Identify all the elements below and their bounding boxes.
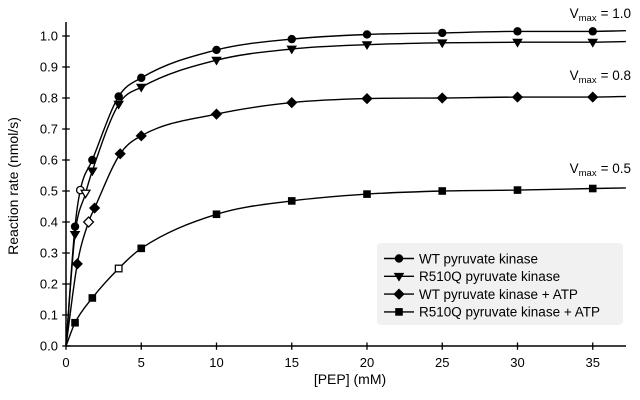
legend-label: R510Q pyruvate kinase <box>419 269 560 284</box>
data-point-marker <box>588 184 597 193</box>
legend-item: WT pyruvate kinase + ATP <box>384 287 578 302</box>
km-open-marker <box>114 264 123 273</box>
y-tick-label: 0.6 <box>40 153 58 168</box>
x-tick-label: 5 <box>138 355 145 370</box>
data-point-marker <box>71 318 79 327</box>
vmax-annotation: Vmax = 0.5 <box>570 161 631 179</box>
legend-label: WT pyruvate kinase + ATP <box>419 287 578 302</box>
data-point-marker <box>287 34 296 44</box>
x-tick-label: 35 <box>586 355 600 370</box>
data-point-marker <box>361 93 373 105</box>
y-tick-label: 0.5 <box>40 184 58 199</box>
x-tick-label: 15 <box>285 355 299 370</box>
data-point-marker <box>88 294 97 302</box>
data-point-marker <box>211 56 222 66</box>
data-point-marker <box>587 38 599 48</box>
data-point-marker <box>212 45 221 55</box>
data-point-marker <box>588 27 597 36</box>
data-point-marker <box>513 27 522 36</box>
data-point-marker <box>513 186 522 194</box>
data-point-marker <box>287 197 296 205</box>
data-point-marker <box>69 231 81 240</box>
diamond-legend-marker-icon <box>393 288 405 300</box>
data-point-marker <box>212 210 221 219</box>
legend-box <box>377 243 623 325</box>
y-tick-label: 0.9 <box>40 60 58 75</box>
y-tick-label: 0.7 <box>40 122 58 137</box>
triangle-down-legend-marker-icon <box>393 272 405 282</box>
x-axis-title: [PEP] (mM) <box>313 371 387 387</box>
x-tick-label: 0 <box>62 355 69 370</box>
data-point-marker <box>587 91 599 103</box>
legend-item: WT pyruvate kinase <box>384 251 538 266</box>
data-point-marker <box>436 92 448 104</box>
x-tick-label: 20 <box>360 355 374 370</box>
y-tick-label: 0.2 <box>40 277 58 292</box>
y-tick-label: 0.4 <box>40 215 58 230</box>
data-point-marker <box>137 244 146 253</box>
data-point-marker <box>512 38 523 48</box>
square-legend-marker-icon <box>395 308 403 316</box>
axes <box>65 22 626 347</box>
data-point-marker <box>114 92 123 101</box>
data-point-marker <box>436 39 448 49</box>
data-point-marker <box>438 28 447 38</box>
legend-item: R510Q pyruvate kinase <box>384 269 560 284</box>
data-point-marker <box>135 130 147 142</box>
km-open-marker <box>82 216 95 228</box>
data-point-marker <box>88 155 97 165</box>
y-tick-label: 0.1 <box>40 308 58 323</box>
data-point-marker <box>87 167 98 177</box>
data-point-marker <box>210 108 223 120</box>
y-tick-label: 0.0 <box>40 339 58 354</box>
data-point-marker <box>137 73 146 83</box>
data-point-marker <box>286 45 298 55</box>
legend-label: WT pyruvate kinase <box>419 251 538 266</box>
data-point-marker <box>71 258 83 270</box>
circle-legend-marker-icon <box>394 254 404 263</box>
legend-label: R510Q pyruvate kinase + ATP <box>419 305 600 320</box>
data-point-marker <box>135 83 147 93</box>
legend-item: R510Q pyruvate kinase + ATP <box>384 305 600 320</box>
y-axis-title: Reaction rate (nmol/s) <box>5 117 21 255</box>
data-point-marker <box>361 41 373 51</box>
data-point-marker <box>286 97 298 109</box>
data-point-marker <box>511 91 524 103</box>
vmax-annotation: Vmax = 1.0 <box>570 6 631 24</box>
km-open-marker <box>80 189 92 199</box>
data-point-marker <box>113 100 124 110</box>
x-tick-label: 30 <box>510 355 524 370</box>
data-point-marker <box>438 187 447 195</box>
y-tick-label: 0.8 <box>40 91 58 106</box>
data-point-marker <box>362 30 372 39</box>
data-point-marker <box>114 148 126 160</box>
data-point-marker <box>363 190 371 198</box>
vmax-annotation: Vmax = 0.8 <box>570 68 631 86</box>
x-tick-label: 25 <box>435 355 449 370</box>
data-point-marker <box>70 222 80 231</box>
x-tick-label: 10 <box>209 355 223 370</box>
legend: WT pyruvate kinase R510Q pyruvate kinase W… <box>377 243 623 325</box>
data-point-marker <box>88 202 101 214</box>
y-tick-label: 1.0 <box>40 29 58 44</box>
y-tick-label: 0.3 <box>40 246 58 261</box>
